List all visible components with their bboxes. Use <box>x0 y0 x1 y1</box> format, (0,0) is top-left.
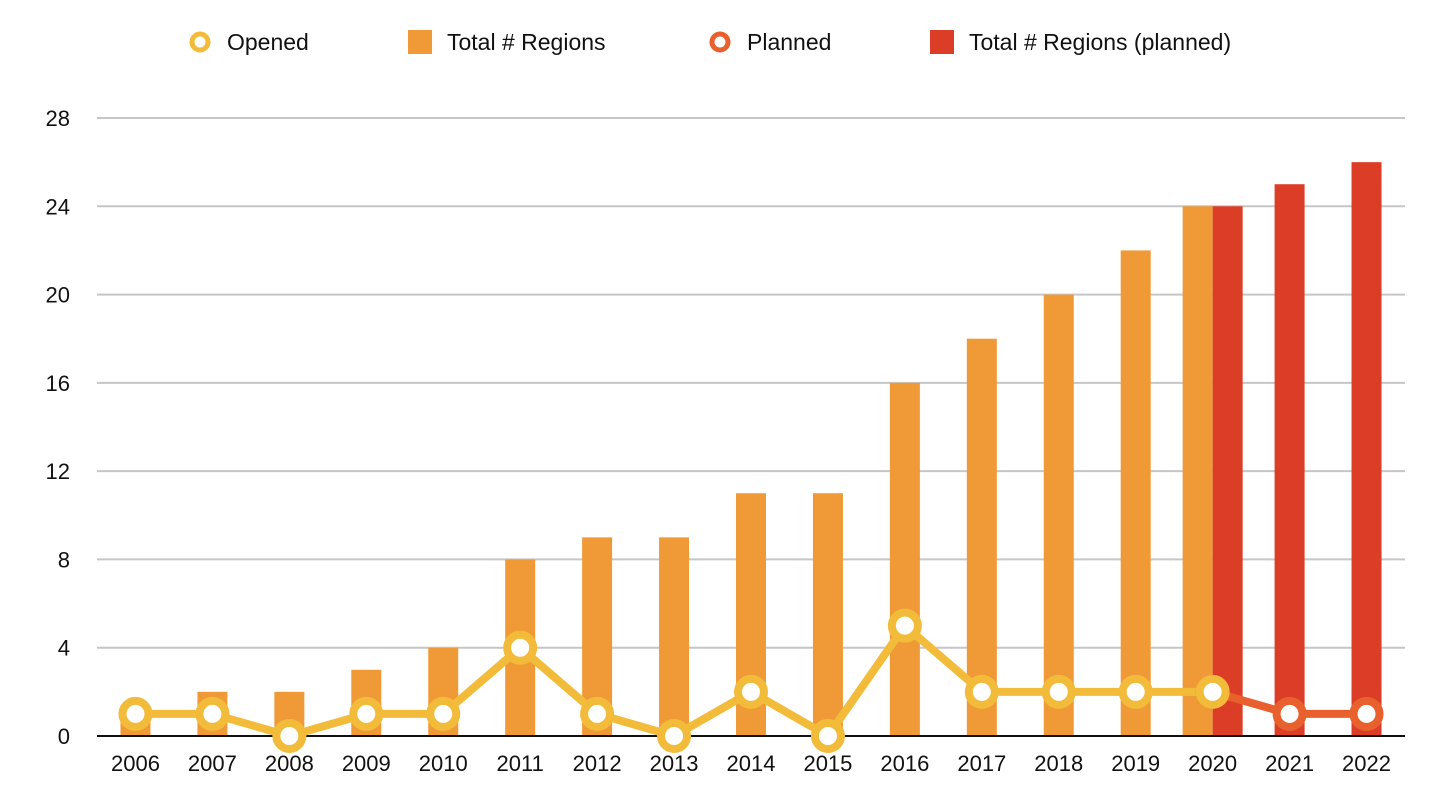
bar-total-2016 <box>889 382 920 736</box>
bar-planned-total-2020 <box>1212 206 1243 737</box>
bar-total-2020 <box>1182 206 1213 737</box>
point-opened-2008 <box>272 719 307 753</box>
point-opened-2011 <box>503 630 538 665</box>
point-planned-2021 <box>1272 696 1307 731</box>
x-tick-label: 2011 <box>497 751 544 776</box>
legend-label: Planned <box>747 29 831 55</box>
point-opened-2019 <box>1118 674 1153 709</box>
point-opened-2020 <box>1195 674 1230 709</box>
legend-item-total-regions: Total # Regions <box>408 29 606 55</box>
x-tick-label: 2013 <box>650 751 699 776</box>
x-tick-label: 2008 <box>265 751 314 776</box>
point-opened-2010 <box>426 696 461 731</box>
y-axis-ticks: 0 4 8 12 16 20 24 28 <box>46 106 70 749</box>
y-tick-label: 28 <box>46 106 70 131</box>
point-opened-2018 <box>1041 674 1076 709</box>
x-tick-label: 2006 <box>111 751 160 776</box>
point-opened-2013 <box>657 719 692 753</box>
legend-swatch <box>930 30 954 54</box>
x-tick-label: 2010 <box>419 751 468 776</box>
legend-marker <box>189 31 211 53</box>
x-tick-label: 2022 <box>1342 751 1391 776</box>
x-tick-label: 2020 <box>1188 751 1237 776</box>
point-planned-2022 <box>1349 696 1384 731</box>
legend-marker <box>709 31 731 53</box>
lines <box>118 608 1384 753</box>
y-tick-label: 24 <box>46 194 70 219</box>
point-opened-2007 <box>195 696 230 731</box>
x-tick-label: 2021 <box>1265 751 1314 776</box>
bar-planned-total-2021 <box>1274 184 1305 736</box>
point-opened-2016 <box>887 608 922 643</box>
x-tick-label: 2009 <box>342 751 391 776</box>
bar-total-2018 <box>1043 294 1074 736</box>
point-opened-2012 <box>580 696 615 731</box>
gridlines <box>97 117 1405 649</box>
legend-label: Opened <box>227 29 309 55</box>
point-opened-2017 <box>964 674 999 709</box>
bar-total-2017 <box>966 338 997 736</box>
legend-swatch <box>408 30 432 54</box>
x-tick-label: 2017 <box>957 751 1006 776</box>
legend-item-opened: Opened <box>189 29 309 55</box>
y-tick-label: 0 <box>58 724 70 749</box>
legend-label: Total # Regions <box>447 29 606 55</box>
x-axis-ticks: 2006 2007 2008 2009 2010 2011 2012 2013 2014 2015… <box>111 751 1391 776</box>
x-tick-label: 2007 <box>188 751 237 776</box>
y-tick-label: 16 <box>46 371 70 396</box>
legend-item-total-regions-planned-: Total # Regions (planned) <box>930 29 1231 55</box>
bar-planned-total-2022 <box>1351 162 1382 737</box>
y-tick-label: 20 <box>46 283 70 308</box>
bar-total-2013 <box>659 537 690 736</box>
bars <box>120 162 1382 737</box>
point-opened-2006 <box>118 696 153 731</box>
legend-item-planned: Planned <box>709 29 831 55</box>
legend: Opened Total # Regions Planned Total # Regi… <box>189 29 1231 55</box>
x-tick-label: 2018 <box>1034 751 1083 776</box>
bar-total-2019 <box>1120 250 1151 736</box>
point-opened-2015 <box>810 719 845 753</box>
x-tick-label: 2015 <box>803 751 852 776</box>
legend-label: Total # Regions (planned) <box>969 29 1231 55</box>
x-tick-label: 2014 <box>727 751 776 776</box>
x-tick-label: 2012 <box>573 751 622 776</box>
y-tick-label: 8 <box>58 547 70 572</box>
point-opened-2009 <box>349 696 384 731</box>
x-tick-label: 2016 <box>880 751 929 776</box>
bar-total-2015 <box>812 493 843 736</box>
x-tick-label: 2019 <box>1111 751 1160 776</box>
point-opened-2014 <box>734 674 768 709</box>
y-tick-label: 4 <box>58 636 70 661</box>
y-tick-label: 12 <box>46 459 70 484</box>
